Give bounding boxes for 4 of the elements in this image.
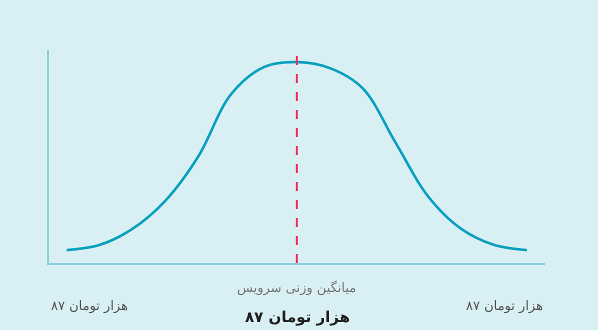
text: ۸۷ هزار تومان: [51, 299, 128, 314]
text: ۸۷ هزار تومان: [245, 308, 350, 326]
text: میانگین وزنی سرویس: [237, 280, 356, 296]
text: ۸۷ هزار تومان: [466, 299, 544, 314]
